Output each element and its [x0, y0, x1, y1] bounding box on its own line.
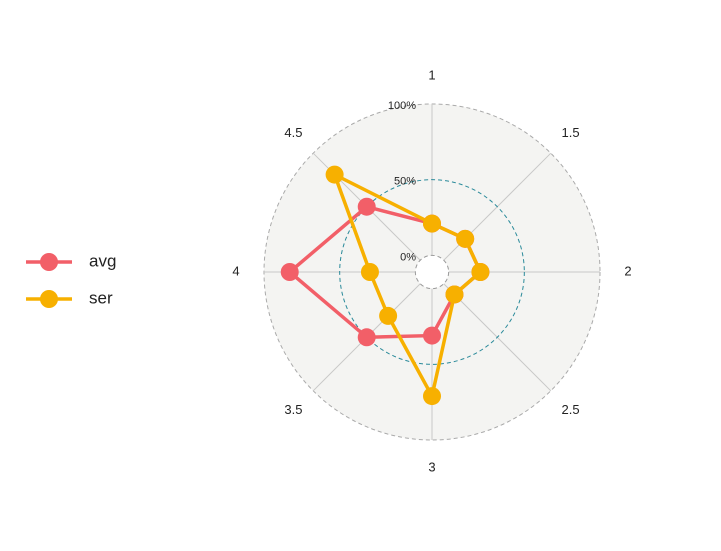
data-point — [357, 197, 376, 216]
axis-label: 2 — [624, 263, 631, 278]
legend-marker — [40, 290, 58, 308]
data-point — [423, 214, 441, 233]
legend-label: ser — [89, 288, 113, 307]
legend-marker — [40, 253, 58, 271]
axis-label: 3.5 — [284, 402, 302, 417]
axis-label: 4 — [232, 263, 239, 278]
data-point — [325, 165, 344, 184]
axis-label: 4.5 — [284, 125, 302, 140]
legend-label: avg — [89, 251, 116, 270]
axis-label: 3 — [428, 459, 435, 474]
axis-label: 2.5 — [562, 402, 580, 417]
grid-circle — [414, 254, 450, 290]
data-point — [360, 263, 379, 281]
data-point — [471, 263, 490, 281]
grid-circle — [339, 179, 525, 365]
data-point — [379, 306, 398, 325]
spoke — [431, 152, 552, 273]
data-point — [456, 229, 475, 248]
data-point — [423, 387, 441, 406]
data-point — [445, 285, 464, 304]
grid-label: 100% — [388, 100, 416, 112]
axis-label: 1 — [428, 67, 435, 82]
grid-label: 50% — [394, 176, 416, 188]
axis-label: 1.5 — [562, 125, 580, 140]
data-point — [280, 263, 299, 281]
data-point — [357, 328, 376, 347]
grid-label: 0% — [400, 251, 416, 263]
data-point — [423, 326, 441, 345]
